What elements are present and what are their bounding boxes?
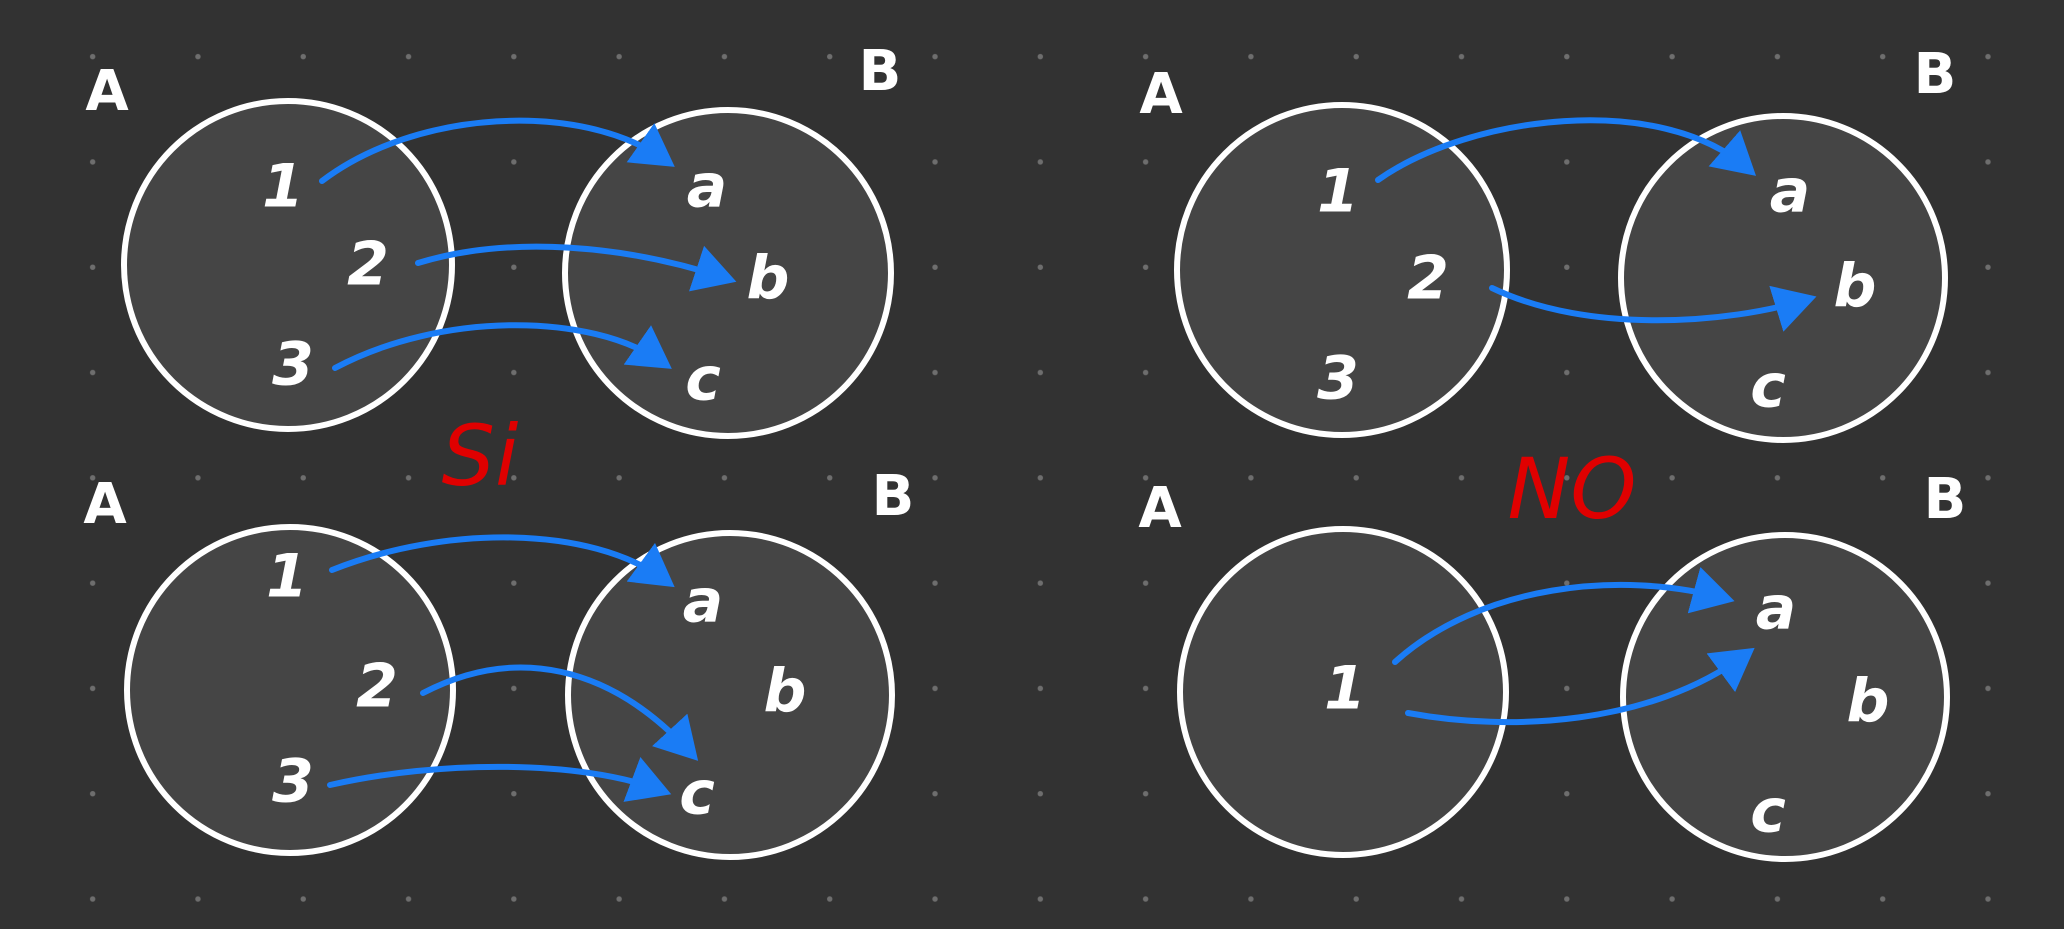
panel-top-left: A B 1 2 3 a b c xyxy=(85,39,902,439)
set-a-label: A xyxy=(1138,476,1182,541)
panel-bottom-left: A B 1 2 3 a b c xyxy=(83,464,915,860)
mapping-arrow xyxy=(327,757,672,802)
codomain-element: a xyxy=(1756,574,1797,644)
codomain-element: b xyxy=(747,244,790,314)
domain-element: 2 xyxy=(356,652,398,722)
set-a-label: A xyxy=(85,59,129,124)
set-b-label: B xyxy=(1914,42,1957,107)
verdict-yes-label: Si xyxy=(442,407,519,505)
domain-element: 1 xyxy=(1317,157,1359,227)
codomain-element: a xyxy=(1770,157,1811,227)
set-b-label: B xyxy=(859,39,902,104)
set-a-label: A xyxy=(1139,62,1183,127)
mapping-arrow xyxy=(1375,117,1757,183)
domain-element: 3 xyxy=(272,330,314,400)
set-b-circle xyxy=(1620,532,1950,862)
domain-element: 1 xyxy=(266,542,308,612)
codomain-element: b xyxy=(1847,667,1890,737)
mapping-arrow xyxy=(420,664,699,761)
codomain-element: c xyxy=(685,345,721,415)
mapping-arrow xyxy=(1489,285,1817,332)
set-a-circle xyxy=(1177,526,1509,858)
domain-element: 3 xyxy=(1317,344,1359,414)
codomain-element: a xyxy=(683,567,724,637)
mapping-arrow xyxy=(1392,566,1735,665)
codomain-element: c xyxy=(679,759,715,829)
codomain-element: a xyxy=(687,152,728,222)
set-b-label: B xyxy=(1924,467,1967,532)
domain-element: 2 xyxy=(1407,244,1449,314)
domain-element: 1 xyxy=(262,152,304,222)
codomain-element: c xyxy=(1750,352,1786,422)
verdict-no-label: NO xyxy=(1508,440,1637,538)
domain-element: 2 xyxy=(347,230,389,300)
panel-bottom-right: A B 1 a b c xyxy=(1138,467,1967,862)
set-a-circle xyxy=(124,524,456,856)
mapping-arrow xyxy=(415,243,737,292)
panel-top-right: A B 1 2 3 a b c xyxy=(1139,42,1957,443)
mapping-arrow xyxy=(319,117,675,184)
set-b-label: B xyxy=(872,464,915,529)
set-b-circle xyxy=(1618,113,1948,443)
mapping-arrow xyxy=(329,534,675,588)
set-b-circle xyxy=(562,107,894,439)
mapping-arrow xyxy=(332,322,672,371)
mapping-arrow xyxy=(1405,647,1755,726)
domain-element: 1 xyxy=(1324,654,1366,724)
set-a-circle xyxy=(121,98,455,432)
set-a-label: A xyxy=(83,472,127,537)
domain-element: 3 xyxy=(272,747,314,817)
codomain-element: b xyxy=(764,657,807,727)
codomain-element: c xyxy=(1750,777,1786,847)
codomain-element: b xyxy=(1834,252,1877,322)
set-a-circle xyxy=(1174,102,1510,438)
